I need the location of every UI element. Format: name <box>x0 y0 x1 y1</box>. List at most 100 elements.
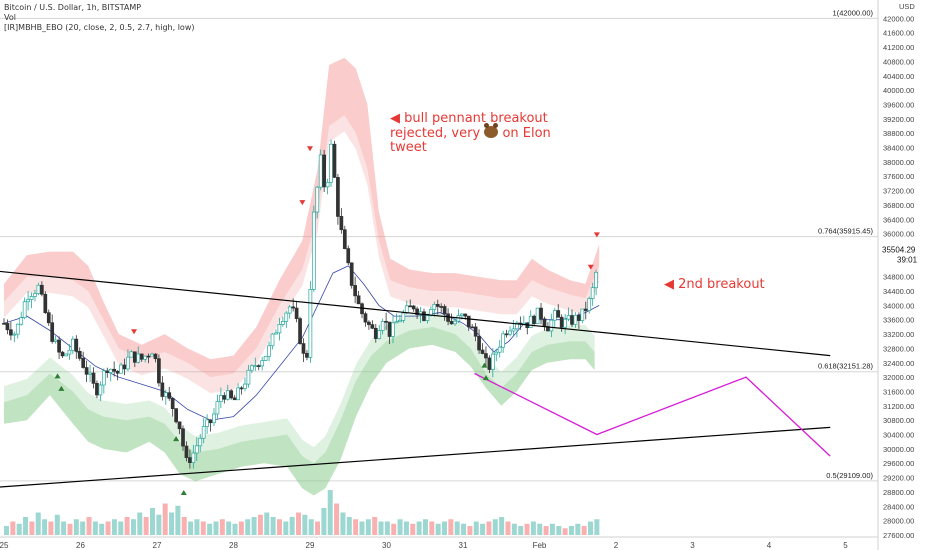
candle-body <box>566 315 571 320</box>
buy-signal-marker <box>54 373 61 379</box>
y-tick-label: 30800.00 <box>883 416 914 425</box>
volume-bar <box>334 503 340 535</box>
volume-bar <box>67 523 73 535</box>
candle-body <box>539 307 543 320</box>
candle-body <box>160 382 165 397</box>
x-tick-label: 28 <box>229 541 238 550</box>
y-tick-label: 32400.00 <box>883 359 914 368</box>
x-tick-label: 25 <box>0 541 9 550</box>
volume-bar <box>594 519 600 535</box>
candle-body <box>349 262 354 286</box>
volume-bar <box>416 521 422 535</box>
volume-bar <box>264 512 270 535</box>
volume-bar <box>16 523 22 535</box>
y-tick-label: 30400.00 <box>883 431 914 440</box>
candle-body <box>181 428 185 447</box>
candle-body <box>91 372 96 384</box>
y-tick-label: 38400.00 <box>883 144 914 153</box>
candle-body <box>308 289 313 358</box>
volume-bar <box>461 523 467 535</box>
candle-body <box>15 323 20 335</box>
candle-body <box>174 408 178 423</box>
candle-body <box>470 326 475 329</box>
volume-bar <box>169 512 175 535</box>
candle-body <box>108 368 113 373</box>
candle-body <box>305 352 309 358</box>
volume-bar <box>442 521 448 535</box>
candle-body <box>43 293 48 314</box>
x-tick-label: 3 <box>690 541 695 550</box>
volume-bar <box>537 523 543 535</box>
candle-body <box>105 370 110 373</box>
candle-body <box>143 355 147 360</box>
buy-signal-marker <box>481 362 488 368</box>
candle-body <box>98 384 103 396</box>
candle-body <box>88 372 92 375</box>
volume-bar <box>29 521 35 535</box>
volume-bar <box>378 521 384 535</box>
volume-bar <box>200 521 206 535</box>
candle-body <box>573 314 578 325</box>
volume-bar <box>226 521 232 535</box>
candle-body <box>198 437 203 447</box>
volume-bar <box>130 519 136 535</box>
candle-body <box>284 312 289 322</box>
candle-body <box>401 312 406 321</box>
volume-bar <box>384 521 390 535</box>
volume-bar <box>556 526 562 535</box>
candle-body <box>46 312 51 324</box>
sell-signal-marker <box>299 200 306 206</box>
volume-bar <box>321 508 327 535</box>
volume-bar <box>194 519 200 535</box>
current-price-value: 35504.29 <box>882 245 916 254</box>
candle-body <box>243 383 247 389</box>
symbol-title[interactable]: Bitcoin / U.S. Dollar, 1h, BITSTAMP <box>4 3 142 12</box>
volume-bar <box>73 519 79 535</box>
volume-bar <box>499 517 505 535</box>
candle-body <box>263 355 268 361</box>
volume-bar <box>80 521 86 535</box>
volume-bar <box>23 517 29 535</box>
y-tick-label: 33200.00 <box>883 330 914 339</box>
candle-body <box>232 397 237 401</box>
fib-level-label: 0.618(32151.28) <box>818 362 874 371</box>
candle-body <box>439 306 444 308</box>
candle-body <box>515 322 519 330</box>
y-tick-label: 40800.00 <box>883 57 914 66</box>
candle-body <box>408 305 413 308</box>
volume-bar <box>143 517 149 535</box>
volume-bar <box>353 519 359 535</box>
candle-body <box>163 392 168 397</box>
y-tick-label: 37600.00 <box>883 172 914 181</box>
candle-body <box>556 310 561 318</box>
y-tick-label: 34000.00 <box>883 301 914 310</box>
volume-bar <box>505 521 511 535</box>
x-tick-label: 2 <box>614 541 619 550</box>
volume-indicator-label[interactable]: Vol <box>4 13 16 22</box>
volume-bar <box>562 528 568 535</box>
candle-body <box>95 383 99 396</box>
candle-body <box>442 306 447 315</box>
candle-body <box>373 327 378 339</box>
candle-body <box>391 322 395 337</box>
candle-body <box>260 360 265 367</box>
volume-bar <box>188 521 194 535</box>
volume-bar <box>422 519 428 535</box>
ebo-indicator-label[interactable]: [IR]MBHB_EBO (20, close, 2, 0.5, 2.7, hi… <box>4 23 195 32</box>
y-tick-label: 32800.00 <box>883 344 914 353</box>
y-tick-label: 33600.00 <box>883 316 914 325</box>
candle-body <box>250 365 254 371</box>
sell-signal-marker <box>593 232 600 238</box>
candle-body <box>446 313 450 322</box>
candle-body <box>298 318 302 344</box>
volume-bar <box>308 519 314 535</box>
candle-body <box>425 315 430 321</box>
candle-body <box>184 445 189 458</box>
bar-countdown: 39:01 <box>897 255 918 264</box>
candle-body <box>139 353 144 360</box>
candle-body <box>336 177 340 217</box>
candle-body <box>126 356 130 370</box>
candle-body <box>291 306 296 309</box>
volume-bar <box>219 519 225 535</box>
